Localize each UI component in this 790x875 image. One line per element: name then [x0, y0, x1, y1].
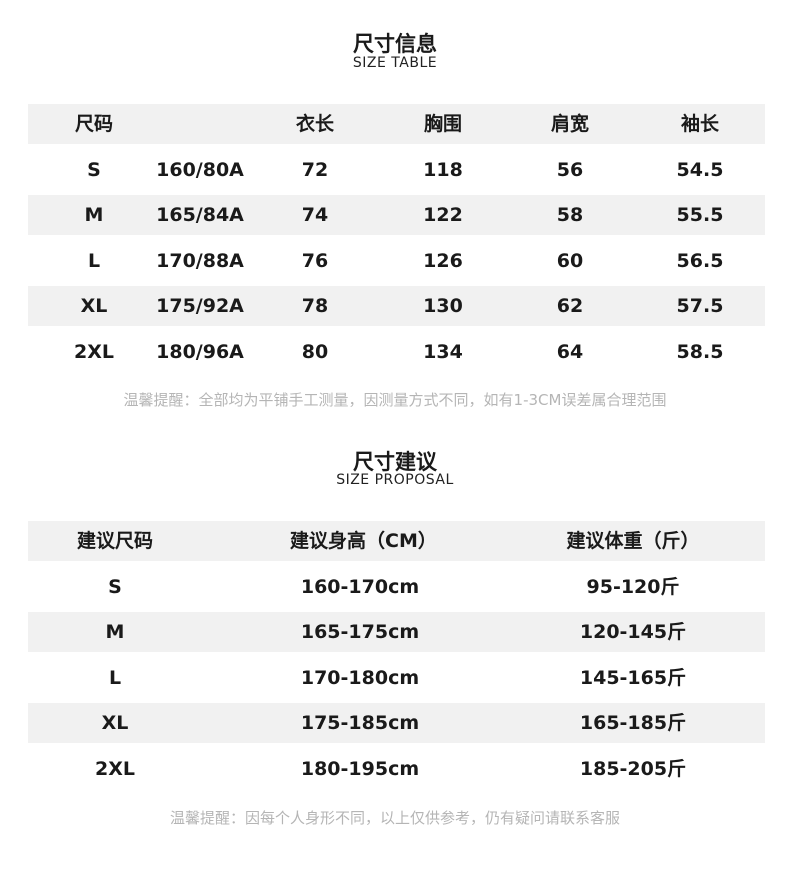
table-row: XL 175/92A 78 130 62 57.5 — [28, 286, 765, 326]
table-cell: XL — [80, 295, 108, 317]
table-cell: 170-180cm — [300, 666, 420, 689]
table-cell: 180/96A — [156, 340, 244, 363]
table-cell: 165/84A — [156, 204, 244, 226]
table-header-row: 尺码 衣长 胸围 肩宽 袖长 — [28, 104, 765, 144]
column-header: 衣长 — [295, 113, 334, 135]
table-cell: 54.5 — [676, 158, 724, 181]
table-cell: XL — [101, 712, 129, 734]
table-cell: 95-120斤 — [586, 575, 680, 598]
table-row: M 165-175cm 120-145斤 — [28, 612, 765, 652]
size-table-note: 温馨提醒：全部均为平铺手工测量，因测量方式不同，如有1-3CM误差属合理范围 — [123, 391, 667, 409]
table-cell: 58.5 — [676, 340, 724, 363]
table-cell: 165-175cm — [300, 621, 420, 643]
table-cell: M — [84, 204, 104, 226]
size-table-title: 尺寸信息 — [353, 32, 437, 56]
table-cell: 72 — [301, 158, 329, 181]
table-cell: 60 — [556, 249, 584, 272]
table-cell: L — [87, 249, 101, 272]
table-cell: 170/88A — [156, 249, 244, 272]
table-cell: 134 — [423, 340, 463, 363]
table-cell: 76 — [301, 249, 329, 272]
size-proposal-subtitle: SIZE PROPOSAL — [336, 472, 454, 488]
table-row: S 160/80A 72 118 56 54.5 — [28, 150, 765, 190]
table-row: M 165/84A 74 122 58 55.5 — [28, 195, 765, 235]
table-cell: 55.5 — [676, 204, 724, 226]
table-cell: 165-185斤 — [579, 712, 687, 734]
table-row: L 170-180cm 145-165斤 — [28, 658, 765, 698]
table-cell: L — [108, 666, 122, 689]
table-cell: 160/80A — [156, 158, 244, 181]
table-cell: 175-185cm — [300, 712, 420, 734]
table-cell: 180-195cm — [300, 757, 420, 780]
table-cell: S — [108, 575, 122, 598]
table-cell: 130 — [423, 295, 463, 317]
column-header: 胸围 — [423, 113, 462, 135]
table-cell: 160-170cm — [300, 575, 420, 598]
column-header: 尺码 — [74, 113, 113, 135]
column-header: 肩宽 — [550, 113, 589, 135]
table-row: 2XL 180-195cm 185-205斤 — [28, 749, 765, 789]
table-cell: M — [105, 621, 125, 643]
size-proposal-title: 尺寸建议 — [353, 450, 437, 474]
table-row: L 170/88A 76 126 60 56.5 — [28, 241, 765, 281]
table-cell: 118 — [423, 158, 463, 181]
size-table-subtitle: SIZE TABLE — [352, 55, 438, 71]
table-cell: 56 — [556, 158, 584, 181]
table-cell: 126 — [423, 249, 463, 272]
table-cell: 74 — [301, 204, 329, 226]
table-cell: 78 — [301, 295, 329, 317]
table-cell: 175/92A — [156, 295, 244, 317]
column-header: 袖长 — [680, 113, 719, 135]
table-cell: 120-145斤 — [579, 621, 687, 643]
table-row: S 160-170cm 95-120斤 — [28, 567, 765, 607]
table-cell: 62 — [556, 295, 584, 317]
table-cell: 145-165斤 — [579, 666, 687, 689]
table-cell: S — [87, 158, 101, 181]
table-cell: 122 — [423, 204, 463, 226]
table-header-row: 建议尺码 建议身高（CM） 建议体重（斤） — [28, 521, 765, 561]
table-cell: 56.5 — [676, 249, 724, 272]
column-header: 建议身高（CM） — [290, 530, 437, 552]
table-cell: 2XL — [74, 340, 114, 363]
column-header: 建议尺码 — [76, 530, 153, 552]
table-cell: 80 — [301, 340, 329, 363]
table-cell: 2XL — [95, 757, 135, 780]
table-row: 2XL 180/96A 80 134 64 58.5 — [28, 332, 765, 372]
table-cell: 58 — [556, 204, 584, 226]
table-cell: 185-205斤 — [579, 757, 687, 780]
column-header: 建议体重（斤） — [566, 530, 700, 552]
table-row: XL 175-185cm 165-185斤 — [28, 703, 765, 743]
table-cell: 64 — [556, 340, 584, 363]
size-proposal-note: 温馨提醒：因每个人身形不同，以上仅供参考，仍有疑问请联系客服 — [169, 809, 620, 827]
table-cell: 57.5 — [676, 295, 724, 317]
